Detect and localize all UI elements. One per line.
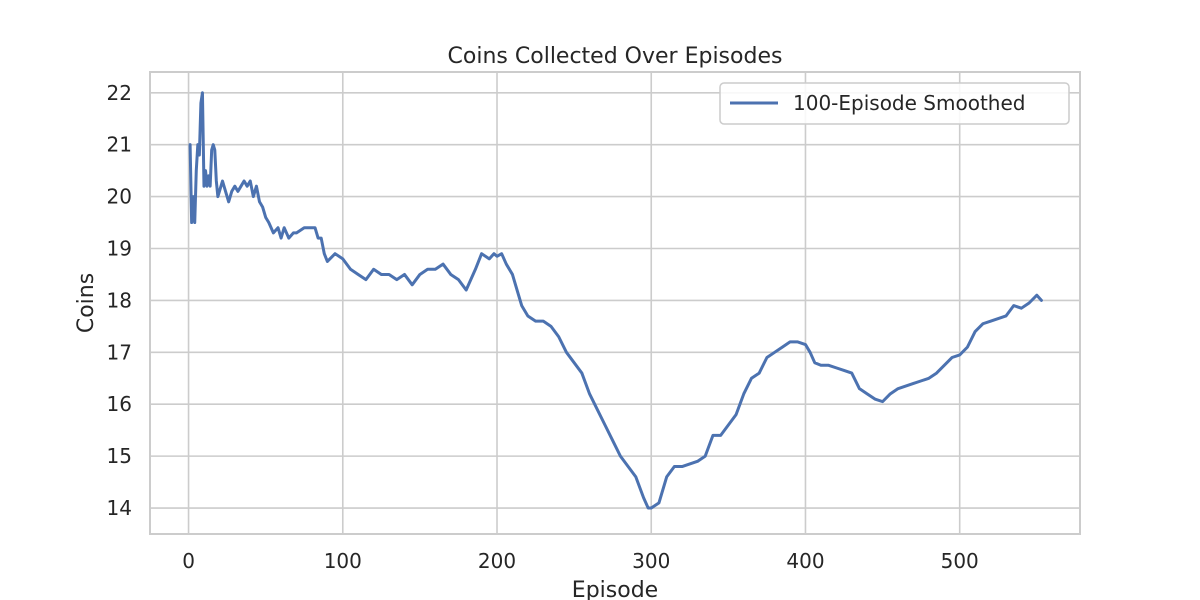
series-layer [188,91,1043,510]
y-tick-label: 15 [107,444,132,468]
x-tick-labels: 0 100 200 300 400 500 [182,549,979,573]
y-tick-label: 18 [107,288,132,312]
legend: 100-Episode Smoothed [719,82,1070,125]
legend-box [719,82,1070,125]
y-tick-label: 19 [107,236,132,260]
x-tick-label: 500 [941,549,979,573]
chart-title: Coins Collected Over Episodes [448,44,783,69]
legend-label: 100-Episode Smoothed [793,91,1025,115]
y-tick-label: 21 [107,133,132,157]
x-tick-label: 0 [182,549,195,573]
grid-lines [150,72,1080,534]
x-axis-label: Episode [572,578,658,600]
x-tick-label: 400 [786,549,824,573]
y-tick-label: 16 [107,392,132,416]
x-tick-label: 100 [324,549,362,573]
plot-frame [149,71,1081,535]
y-tick-label: 17 [107,340,132,364]
x-tick-label: 200 [478,549,516,573]
x-tick-label: 300 [632,549,670,573]
series-line-0 [188,91,1043,510]
y-tick-labels: 14 15 16 17 18 19 20 21 22 [107,81,132,520]
y-tick-label: 20 [107,185,132,209]
y-tick-label: 22 [107,81,132,105]
y-tick-label: 14 [107,496,132,520]
y-axis-label: Coins [74,273,99,333]
